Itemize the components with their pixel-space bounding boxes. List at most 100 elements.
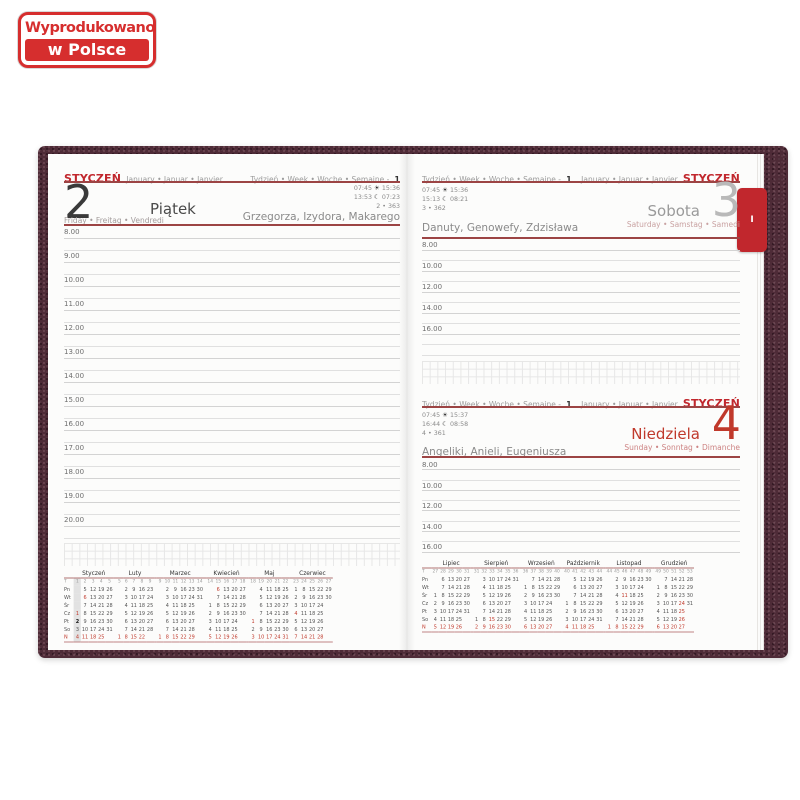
cal-day-cell xyxy=(644,608,652,616)
cal-day-cell xyxy=(511,623,520,632)
cal-day-cell: 11 xyxy=(488,584,496,591)
sun-icon: ☀ xyxy=(442,186,448,194)
hour-label: 8.00 xyxy=(64,228,80,236)
cal-week-col-label: T xyxy=(422,569,425,575)
moonset-time: 08:58 xyxy=(450,421,469,428)
cal-day-cell: 16 xyxy=(629,576,636,583)
cal-day-cell: 20 xyxy=(98,594,105,601)
cal-day-cell: 13 xyxy=(130,618,137,625)
cal-week-number: 35 xyxy=(504,569,511,575)
cal-week-number: 30 xyxy=(456,569,462,575)
cal-day-cell: 7 xyxy=(482,608,486,615)
cal-day-cell: 3 xyxy=(124,594,128,601)
cal-day-cell xyxy=(157,626,164,634)
cal-week-number: 33 xyxy=(489,569,495,575)
hour-row: 8.00 xyxy=(64,227,400,239)
cal-day-cell: 3 xyxy=(249,633,258,642)
cal-day-cell: 12 xyxy=(488,592,496,599)
cal-day-cell: 23 xyxy=(455,600,463,607)
cal-day-cell: 17 xyxy=(670,600,678,607)
cal-day-cell: 26 xyxy=(637,600,644,607)
cal-day-cell xyxy=(249,586,257,594)
cal-day-cell: 10 xyxy=(439,608,447,615)
cal-week-number: 36 xyxy=(512,569,519,575)
cal-day-cell: 17 xyxy=(308,602,316,609)
cal-day-cell: 19 xyxy=(588,576,595,583)
cal-day-cell: 7 xyxy=(259,610,263,617)
half-hour-row xyxy=(64,383,400,395)
cal-weekday-label: Pn xyxy=(64,586,71,593)
moon-icon: ☾ xyxy=(442,420,448,428)
cal-day-cell: 9 xyxy=(573,608,577,615)
cal-day-cell: 31 xyxy=(463,608,470,615)
cal-day-cell: 27 xyxy=(106,594,113,601)
cal-day-cell: 20 xyxy=(537,623,546,632)
mini-calendar-jan-jun: Styczeń Luty Marzec Kwiecień Maj Czerwiec T 1 2 3… xyxy=(64,568,400,648)
cal-day-cell: 4 xyxy=(208,626,212,633)
hour-row: 19.00 xyxy=(64,491,400,503)
cal-weekday-label: Pn xyxy=(422,576,429,583)
cal-day-cell: 20 xyxy=(496,600,503,607)
cal-day-cell: 19 xyxy=(670,616,678,623)
day-subtitle: Saturday • Samstag • Samedi xyxy=(626,220,740,229)
cal-day-cell: 3 xyxy=(565,616,569,623)
hour-label: 14.00 xyxy=(422,304,443,312)
cal-spacer xyxy=(519,558,522,568)
cal-day-cell: 2 xyxy=(73,617,81,626)
cal-day-cell: 4 xyxy=(73,633,81,642)
cal-day-cell: 13 xyxy=(488,600,496,607)
cal-day-cell: 14 xyxy=(223,594,230,601)
cal-day-cell xyxy=(157,618,164,626)
half-hour-row xyxy=(64,503,400,515)
hour-row: 17.00 xyxy=(64,443,400,455)
half-hour-row xyxy=(64,455,400,467)
cal-day-cell: 1 xyxy=(115,633,123,642)
hour-label: 10.00 xyxy=(64,276,85,284)
cal-day-cell: 4 xyxy=(259,586,263,593)
week-heading: Tydzień • Week • Woche • Semaine - 1 xyxy=(250,167,400,186)
cal-day-cell: 30 xyxy=(503,623,512,632)
cal-week-number: 24 xyxy=(301,579,307,585)
cal-week-number: 40 xyxy=(554,569,560,575)
mini-calendar-table: Lipiec Sierpień Wrzesień Październik Listopa… xyxy=(422,558,694,632)
cal-corner xyxy=(422,558,432,568)
cal-day-cell: 23 xyxy=(146,586,154,593)
cal-day-cell: 25 xyxy=(146,602,154,609)
cal-day-cell xyxy=(462,623,471,632)
half-hour-row xyxy=(422,345,740,356)
cal-day-cell: 15 xyxy=(90,610,97,617)
left-page: STYCZEŃ January • Januar • Janvier Tydzi… xyxy=(64,154,400,650)
cal-day-cell xyxy=(553,623,561,632)
moon-times: 16:44 ☾ 08:58 xyxy=(422,420,468,429)
cal-day-cell: 23 xyxy=(231,610,238,617)
cal-day-cell: 18 xyxy=(579,623,588,632)
cal-week-number: 34 xyxy=(497,569,503,575)
cal-month-name: Lipiec xyxy=(431,558,471,568)
cal-day-cell: 8 xyxy=(302,586,306,593)
cal-day-cell: 1 xyxy=(475,616,479,623)
cal-day-cell xyxy=(157,594,164,602)
cal-day-cell: 19 xyxy=(447,623,455,632)
cal-day-cell: 29 xyxy=(463,592,470,599)
half-hour-row xyxy=(422,532,740,543)
cal-day-cell: 22 xyxy=(231,602,238,609)
cal-week-number: 10 xyxy=(164,579,171,585)
name-days: Danuty, Genowefy, Zdzisława xyxy=(422,222,579,234)
cal-day-cell: 26 xyxy=(106,586,113,593)
cal-weekday-label: Cz xyxy=(422,600,429,607)
cal-day-cell: 6 xyxy=(165,618,169,625)
day-block-rule xyxy=(422,456,740,458)
cal-day-cell: 7 xyxy=(573,592,577,599)
cal-day-cell: 23 xyxy=(588,608,595,615)
week-label: Tydzień • Week • Woche • Semaine - xyxy=(250,175,390,184)
cal-day-cell: 2 xyxy=(472,623,481,632)
cal-day-cell: 13 xyxy=(662,623,670,632)
cal-day-cell: 1 xyxy=(294,586,298,593)
sun-times: 07:45 ☀ 15:37 xyxy=(422,411,468,420)
cal-day-cell: 28 xyxy=(239,594,246,601)
hour-row: 20.00 xyxy=(64,515,400,527)
cal-day-cell xyxy=(606,576,614,584)
cal-day-cell: 3 xyxy=(615,584,619,591)
cal-day-cell xyxy=(512,592,520,600)
cal-spacer xyxy=(203,633,207,642)
